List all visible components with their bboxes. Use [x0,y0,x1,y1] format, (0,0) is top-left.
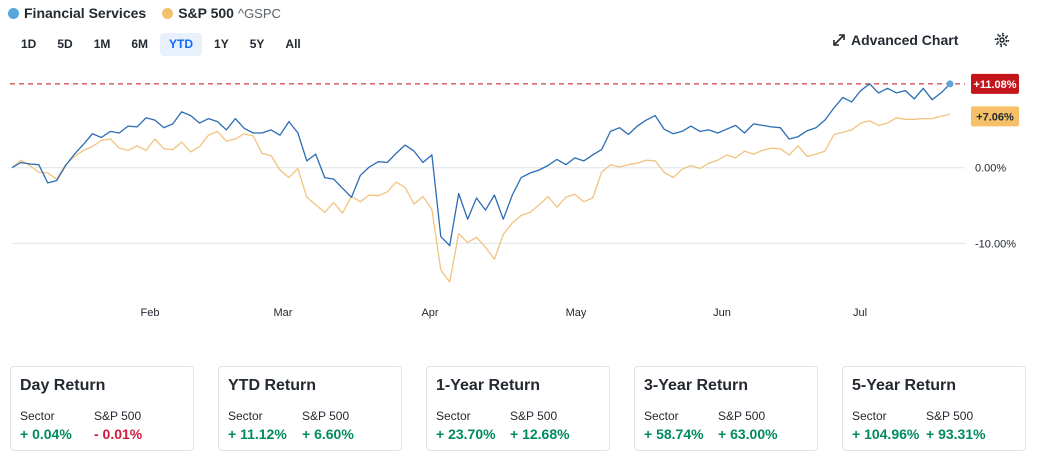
sp500-label: S&P 500 [302,409,350,423]
return-card: 5-Year Return Sector S&P 500 + 104.96% + 93.… [842,366,1026,451]
chart-settings-button[interactable] [994,32,1010,53]
card-title: 5-Year Return [852,377,957,394]
return-card: 3-Year Return Sector S&P 500 + 58.74% + 63.0… [634,366,818,451]
sector-label: Sector [644,409,679,423]
sector-return-value: + 23.70% [436,426,496,442]
expand-icon [833,34,845,46]
range-button-ytd[interactable]: YTD [160,33,203,56]
sector-label: Sector [20,409,55,423]
x-tick-label: Feb [141,307,160,319]
range-button-1d[interactable]: 1D [21,37,37,51]
series-line-financial-services [11,83,951,247]
sp500-return-value: + 93.31% [926,426,986,442]
card-title: 3-Year Return [644,377,749,394]
sp500-return-value: + 63.00% [718,426,778,442]
sector-label: Sector [436,409,471,423]
range-button-1m[interactable]: 1M [93,37,111,51]
range-button-1y[interactable]: 1Y [214,37,229,51]
range-button-6m[interactable]: 6M [131,37,149,51]
sp500-label: S&P 500 [718,409,766,423]
line-chart: 0.00% -10.00% Feb Mar Apr May Jun Jul +11.08% +7… [10,73,1019,319]
range-selector: 1D 5D 1M 6M YTD 1Y 5Y All [12,33,313,56]
sector-return-value: + 0.04% [20,426,72,442]
gear-icon [994,32,1010,48]
sector-return-value: + 58.74% [644,426,704,442]
card-title: Day Return [20,377,106,394]
card-title: 1-Year Return [436,377,541,394]
range-button-5y[interactable]: 5Y [249,37,265,51]
range-button-5d[interactable]: 5D [57,37,73,51]
sp500-return-value: + 12.68% [510,426,570,442]
end-value-badge [971,106,1019,127]
return-card: Day Return Sector S&P 500 + 0.04% - 0.01% [10,366,194,451]
legend-label: Financial Services [24,5,147,21]
range-button-all[interactable]: All [285,37,301,51]
series-line-sp500 [11,113,951,283]
x-tick-label: May [566,307,587,319]
sp500-label: S&P 500 [510,409,558,423]
legend-label: S&P 500 [178,5,234,21]
sector-label: Sector [852,409,887,423]
series-end-point [946,80,954,88]
advanced-chart-button[interactable]: Advanced Chart [833,32,958,48]
chart-legend: Financial Services S&P 500 ^GSPC [8,5,297,21]
sp500-return-value: + 6.60% [302,426,354,442]
advanced-chart-label: Advanced Chart [851,32,959,48]
card-title: YTD Return [228,377,316,394]
x-tick-label: Apr [421,307,438,319]
x-tick-label: Jul [853,307,867,319]
x-tick-label: Mar [274,307,293,319]
end-value-label: +11.08% [973,79,1016,91]
sector-return-value: + 104.96% [852,426,920,442]
sector-label: Sector [228,409,263,423]
end-value-label: +7.06% [976,111,1014,123]
end-value-badge [971,73,1019,94]
legend-item-financial-services[interactable]: Financial Services [8,5,146,21]
return-card: YTD Return Sector S&P 500 + 11.12% + 6.60% [218,366,402,451]
sp500-return-value: - 0.01% [94,426,143,442]
legend-dot-icon [162,7,174,19]
y-tick-label: 0.00% [975,163,1006,175]
sp500-label: S&P 500 [94,409,142,423]
sector-return-value: + 11.12% [228,426,287,442]
sp500-label: S&P 500 [926,409,974,423]
legend-item-sp500[interactable]: S&P 500 ^GSPC [162,5,281,21]
y-tick-label: -10.00% [975,238,1016,250]
legend-dot-icon [8,7,19,19]
return-card: 1-Year Return Sector S&P 500 + 23.70% + 12.6… [426,366,610,451]
legend-ticker: ^GSPC [237,5,281,21]
x-tick-label: Jun [713,307,731,319]
